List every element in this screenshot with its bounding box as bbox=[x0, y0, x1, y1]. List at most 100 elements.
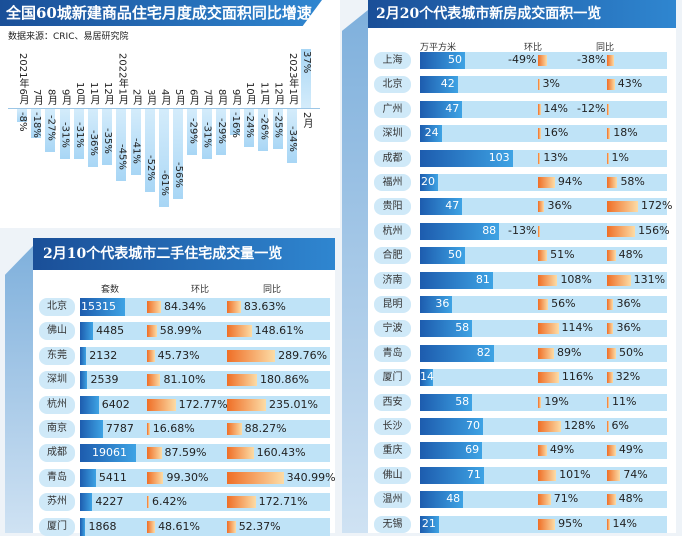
yoy-value: 340.99% bbox=[286, 470, 336, 484]
area-bar bbox=[420, 418, 483, 435]
mom-bar bbox=[147, 471, 164, 484]
yoy-bar bbox=[607, 201, 638, 213]
mom-value: 99.30% bbox=[166, 470, 209, 484]
area-bar bbox=[420, 52, 465, 69]
month-column: 2021年6月 -8% bbox=[16, 0, 28, 228]
mom-value: 14% bbox=[543, 101, 568, 115]
month-column: 10月 -31% bbox=[73, 0, 85, 228]
data-label: -8% bbox=[17, 112, 28, 132]
yoy-bar bbox=[227, 349, 276, 362]
mom-bar bbox=[147, 496, 149, 509]
yoy-value: 88.27% bbox=[244, 422, 287, 435]
yoy-bar bbox=[227, 471, 284, 484]
yoy-value: 43% bbox=[617, 77, 643, 91]
row-background bbox=[420, 125, 667, 143]
month-bar bbox=[144, 109, 155, 193]
count-bar bbox=[80, 493, 93, 512]
city-label: 青岛 bbox=[374, 344, 411, 362]
month-bar bbox=[201, 109, 212, 159]
data-label: -27% bbox=[45, 115, 57, 142]
city-label: 济南 bbox=[374, 271, 411, 289]
month-column: 7月 -31% bbox=[201, 0, 213, 228]
table-row: 北京 15315 84.34% 83.63% bbox=[33, 298, 335, 316]
city-label: 成都 bbox=[39, 444, 75, 463]
month-column: 9月 -31% bbox=[59, 0, 71, 228]
city-label: 贵阳 bbox=[374, 198, 411, 216]
yoy-value: 6% bbox=[611, 419, 629, 432]
mom-value: -13% bbox=[508, 223, 537, 237]
mom-bar bbox=[538, 299, 549, 310]
month-bar bbox=[116, 109, 127, 181]
month-label: 7月 bbox=[31, 88, 43, 105]
yoy-bar bbox=[607, 323, 614, 335]
mom-bar bbox=[147, 398, 176, 411]
decorative-stripe bbox=[5, 246, 33, 533]
table-row: 深圳 24 16% 18% bbox=[368, 125, 676, 143]
yoy-value: 18% bbox=[613, 126, 638, 140]
mom-value: 56% bbox=[551, 297, 576, 310]
city-label: 宁波 bbox=[374, 320, 411, 338]
city-label: 北京 bbox=[374, 76, 411, 94]
row-background bbox=[80, 517, 330, 536]
month-column: 2022年1月 -45% bbox=[115, 0, 127, 228]
month-bar bbox=[173, 109, 184, 199]
yoy-value: 48% bbox=[618, 248, 644, 262]
mom-bar bbox=[538, 518, 556, 530]
area-value: 82 bbox=[476, 345, 491, 359]
mom-value: 49% bbox=[549, 443, 575, 457]
yoy-value: 172% bbox=[640, 199, 673, 213]
city-label: 苏州 bbox=[39, 493, 75, 512]
mom-bar bbox=[147, 349, 155, 362]
table-row: 佛山 71 101% 74% bbox=[368, 466, 676, 484]
table-row: 济南 81 108% 131% bbox=[368, 271, 676, 289]
count-value: 4227 bbox=[95, 495, 124, 509]
table-row: 贵阳 47 36% 172% bbox=[368, 198, 676, 216]
row-background bbox=[80, 322, 330, 341]
table-row: 长沙 70 128% 6% bbox=[368, 418, 676, 435]
mom-value: 36% bbox=[547, 199, 572, 213]
mom-bar bbox=[538, 347, 555, 359]
secondhand-table: 套数 环比 同比 北京 15315 84.34% 83.63% 佛山 4485 58.99%… bbox=[33, 270, 336, 536]
month-column: 7月 -18% bbox=[30, 0, 42, 228]
table-row: 杭州 6402 172.77% 235.01% bbox=[33, 395, 335, 414]
yoy-value: 52.37% bbox=[238, 519, 281, 533]
row-background bbox=[420, 76, 667, 94]
mom-bar bbox=[538, 79, 540, 91]
month-label: 2月 bbox=[130, 88, 142, 105]
month-column: 12月 -35% bbox=[101, 0, 113, 228]
table-row: 宁波 58 114% 36% bbox=[368, 320, 676, 338]
yoy-value: 131% bbox=[633, 272, 666, 286]
yoy-bar bbox=[607, 445, 616, 457]
data-label: -26% bbox=[258, 113, 270, 140]
month-column: 8月 -27% bbox=[44, 0, 56, 228]
yoy-bar bbox=[607, 225, 636, 237]
table-row: 佛山 4485 58.99% 148.61% bbox=[33, 322, 335, 341]
yoy-value: 235.01% bbox=[269, 397, 318, 411]
mom-value: 81.10% bbox=[163, 373, 206, 387]
yoy-bar bbox=[607, 274, 631, 286]
area-bar bbox=[420, 320, 473, 338]
area-value: 48 bbox=[446, 492, 461, 506]
month-bar bbox=[301, 48, 311, 108]
month-label: 2月 bbox=[301, 112, 312, 129]
data-label: -31% bbox=[59, 121, 71, 148]
count-value: 15315 bbox=[80, 300, 116, 313]
mom-value: 71% bbox=[553, 492, 579, 506]
month-bar bbox=[31, 109, 42, 138]
yoy-bar bbox=[227, 398, 266, 411]
month-bar bbox=[258, 109, 269, 151]
mom-value: 19% bbox=[544, 394, 569, 408]
month-label: 3月 bbox=[144, 88, 156, 105]
area-bar bbox=[420, 369, 433, 387]
mom-bar bbox=[538, 469, 557, 481]
mom-value: 48.61% bbox=[158, 519, 201, 533]
mom-value: 116% bbox=[561, 370, 594, 384]
mom-bar bbox=[147, 447, 162, 460]
area-value: 71 bbox=[466, 467, 481, 481]
month-bar bbox=[17, 109, 27, 122]
month-label: 2021年6月 bbox=[17, 53, 28, 105]
data-label: -36% bbox=[88, 129, 99, 156]
zero-axis bbox=[8, 108, 320, 109]
mom-bar bbox=[538, 250, 548, 262]
area-bar bbox=[420, 174, 438, 191]
